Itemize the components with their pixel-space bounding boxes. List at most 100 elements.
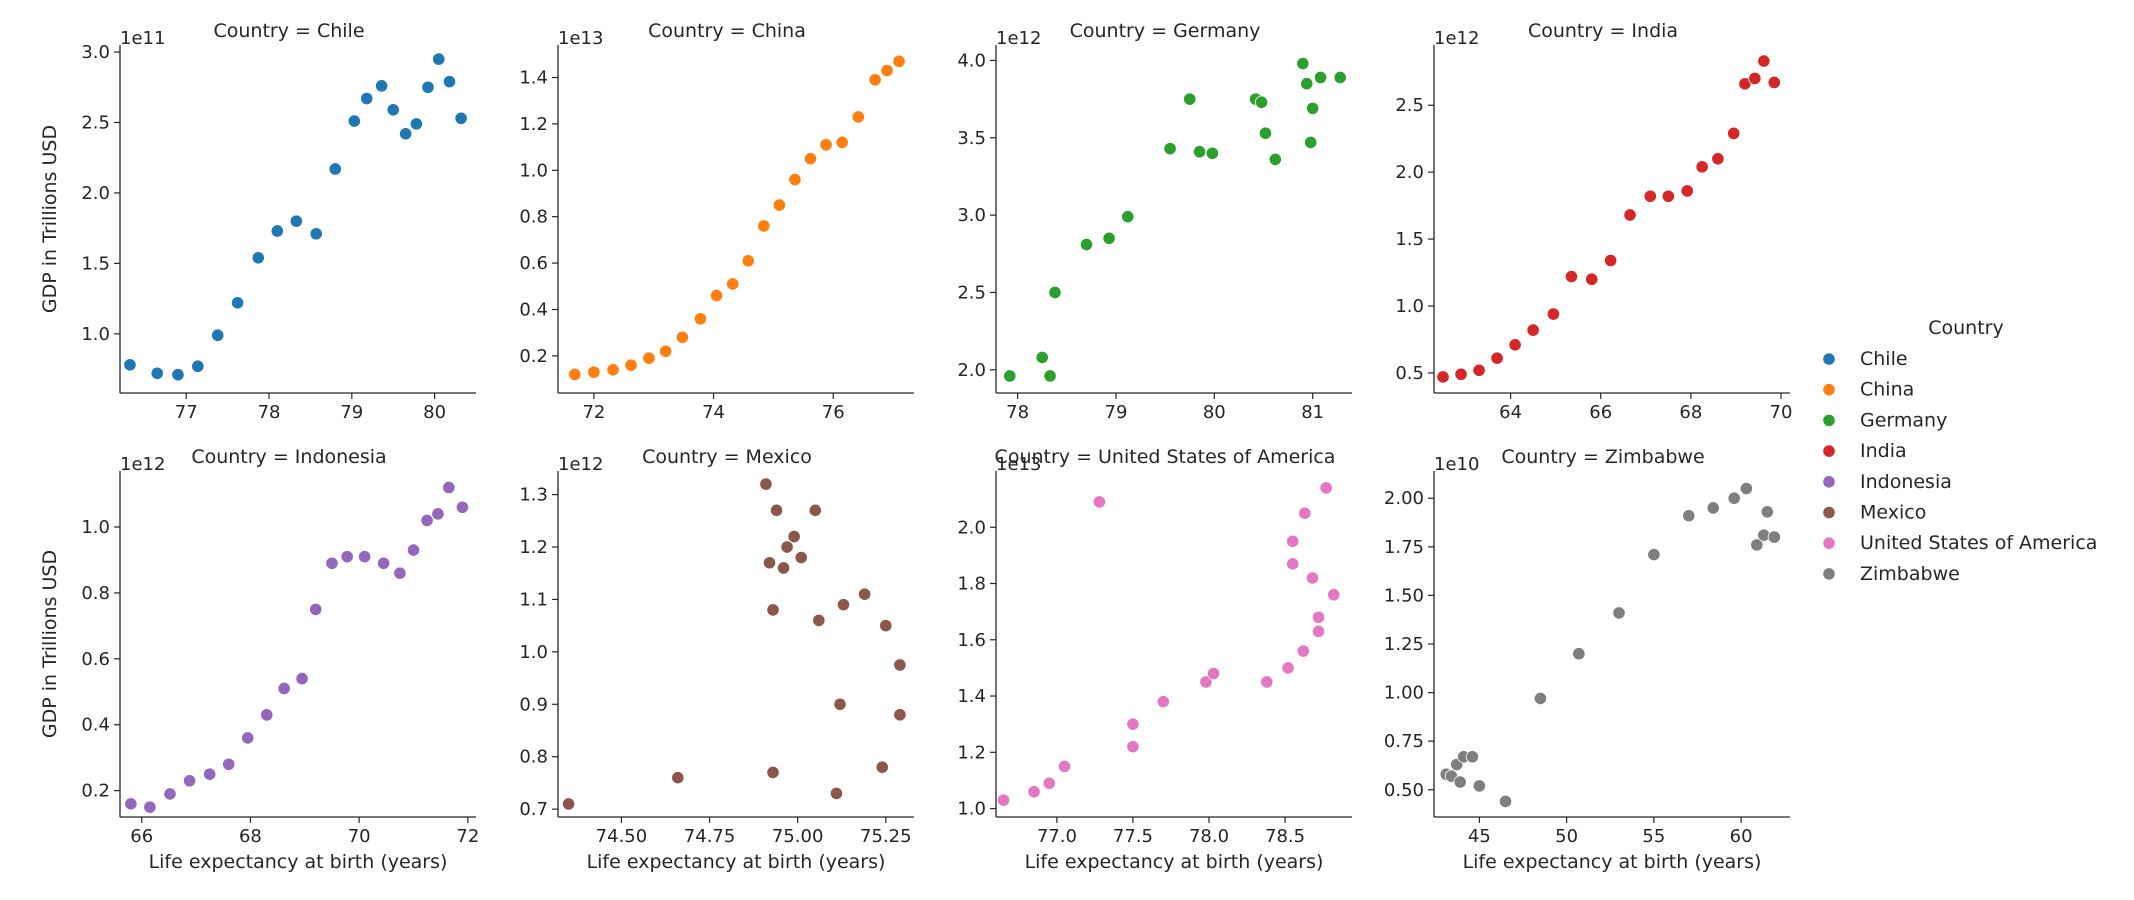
data-point [1767,75,1781,90]
y-tick-label: 1.4 [957,686,986,707]
data-point [1767,530,1781,544]
data-point [1304,135,1318,150]
legend: Country Chile China Germany India Indonesia Me… [1822,317,2097,585]
x-axis-label: Life expectancy at birth (years) [587,851,886,873]
x-tick-label: 78 [258,402,281,423]
data-point [780,540,794,554]
y-tick-label: 1.5 [1395,229,1424,250]
data-point [325,556,339,570]
data-point [1163,142,1177,156]
data-point [360,91,374,106]
x-tick-label: 80 [423,402,446,423]
data-point [1526,323,1540,337]
data-point [835,135,849,150]
x-tick-label: 81 [1301,402,1324,423]
axis-offset-label: 1e10 [1434,454,1479,475]
data-point [1258,126,1273,140]
y-tick-label: 0.6 [519,253,548,274]
data-point [1300,77,1314,91]
data-point [124,797,138,811]
y-tick-label: 2.0 [957,517,986,538]
data-point [1305,571,1320,585]
data-point [203,767,217,781]
y-axis-label: GDP in Trillions USD [39,550,61,738]
x-axis-label: Life expectancy at birth (years) [1025,851,1324,873]
x-tick-label: 77.0 [1037,826,1077,847]
x-tick-label: 64 [1499,402,1522,423]
data-point [772,198,786,212]
x-tick-label: 72 [456,826,479,847]
data-point [1035,350,1049,365]
x-axis-label: Life expectancy at birth (years) [149,851,448,873]
y-tick-label: 1.75 [1384,537,1424,558]
data-point [875,760,889,774]
data-point [606,363,620,377]
data-point [762,556,777,570]
data-point [829,786,844,801]
data-point [1043,369,1057,383]
data-point [1311,624,1326,638]
data-point [1465,750,1479,764]
panel-title: Country = United States of America [995,446,1336,468]
data-point [289,214,303,228]
x-tick-label: 45 [1468,826,1491,847]
data-point [1121,210,1135,224]
data-point [150,366,164,380]
panel-title: Country = Indonesia [191,446,386,468]
data-point [1192,145,1207,159]
legend-marker [1822,505,1836,520]
x-tick-label: 60 [1730,826,1753,847]
y-tick-label: 2.00 [1384,488,1424,509]
legend-label: Zimbabwe [1860,563,1960,585]
data-point [1647,547,1661,562]
y-tick-label: 1.0 [957,799,986,820]
data-point [163,787,177,801]
data-point [812,613,826,628]
axis-offset-label: 1e12 [120,454,165,475]
data-point [1126,740,1140,754]
x-tick-label: 77 [175,402,198,423]
data-point [1319,481,1333,495]
legend-marker [1822,413,1836,427]
data-point [270,224,284,238]
axis-offset-label: 1e12 [558,454,603,475]
data-point [1472,363,1486,377]
data-point [1623,208,1637,222]
legend-label: Chile [1860,348,1908,370]
data-point [1260,675,1274,689]
data-point [1306,101,1320,116]
data-point [347,114,361,128]
legend-marker [1822,536,1836,550]
axis-offset-label: 1e13 [996,454,1041,475]
data-point [1327,588,1341,602]
x-tick-label: 75.00 [772,826,824,847]
x-tick-label: 78.5 [1265,826,1305,847]
data-point [1612,606,1626,620]
y-tick-label: 0.8 [519,207,548,228]
x-axis-label: Life expectancy at birth (years) [1463,851,1762,873]
data-point [1508,338,1522,352]
legend-marker [1822,475,1836,489]
data-point [1079,237,1094,252]
panel-4: Country = India 1e12 64 66 68 70 0.5 1.0 1.5 2.0 2… [1395,20,1792,423]
data-point [1296,644,1310,658]
data-point [1661,189,1675,203]
y-tick-label: 1.1 [519,589,548,610]
data-point [1333,70,1347,85]
data-point [421,80,435,94]
data-point [1750,538,1764,552]
panel-1: Country = Chile 1e11 77 78 79 80 1.0 1.5 2.0 2.5 3… [39,20,476,423]
legend-label: Germany [1860,409,1947,431]
legend-marker [1822,352,1836,366]
data-point [251,251,265,265]
x-tick-label: 72 [582,402,605,423]
data-point [241,731,255,745]
data-point [741,254,755,268]
data-point [222,757,236,771]
y-tick-label: 0.50 [1384,780,1424,801]
data-point [260,708,274,722]
x-tick-label: 66 [130,826,153,847]
x-tick-label: 78 [1006,402,1029,423]
data-point [1254,95,1269,109]
